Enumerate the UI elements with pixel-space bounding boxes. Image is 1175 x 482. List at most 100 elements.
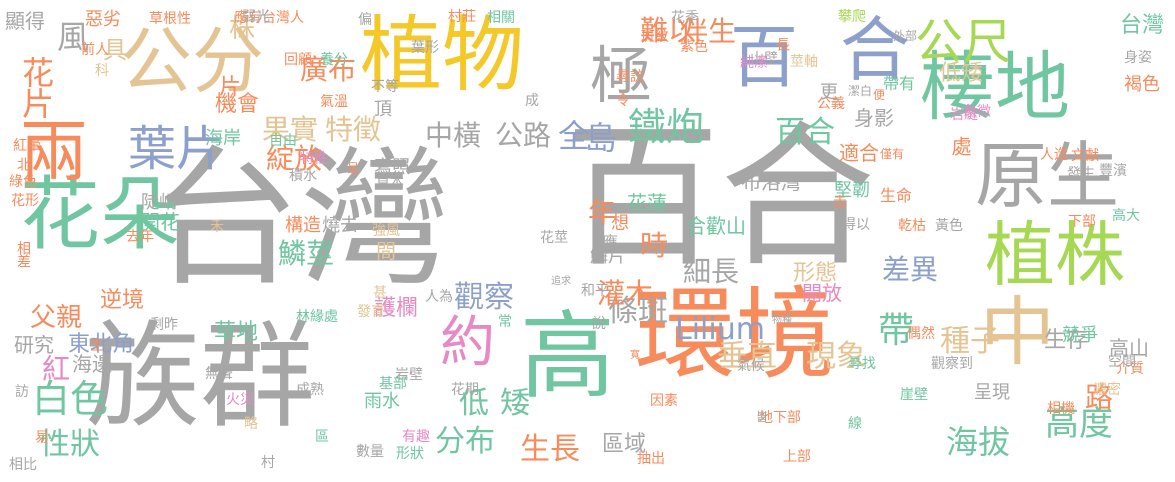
cloud-word: 帶有: [883, 74, 916, 93]
cloud-word: 和平: [581, 283, 609, 299]
cloud-word: 花莖: [540, 230, 568, 246]
cloud-word: 株: [229, 14, 256, 44]
cloud-word: 伴生: [680, 15, 737, 48]
cloud-word: 鐵炮: [628, 105, 705, 149]
cloud-word: 成: [525, 93, 539, 109]
cloud-word: 公尺: [915, 14, 1012, 70]
cloud-word: 路: [1085, 381, 1114, 414]
cloud-word: 年: [588, 196, 617, 229]
cloud-word: 海拔: [946, 423, 1011, 461]
cloud-word: 村莊: [448, 9, 476, 25]
cloud-word: 難以: [640, 14, 697, 47]
cloud-word: 燒去: [322, 215, 358, 236]
cloud-word: 顯得: [5, 9, 45, 33]
cloud-word: 形狀: [396, 446, 424, 462]
cloud-word: 惡劣: [85, 9, 121, 30]
cloud-word: 紅: [38, 354, 71, 381]
cloud-word: 父親: [30, 303, 83, 333]
cloud-word: 植物: [360, 8, 525, 103]
cloud-word: 條斑: [608, 294, 668, 329]
cloud-word: 公路: [495, 119, 552, 152]
cloud-word: 東北角: [68, 332, 135, 357]
cloud-word: 養分: [320, 52, 348, 68]
cloud-word: 豐濱: [1099, 163, 1127, 179]
cloud-word: 地下部: [759, 410, 801, 426]
cloud-word: 莖軸: [790, 54, 818, 70]
cloud-word: 皆: [756, 410, 769, 424]
cloud-word: 花蓮: [627, 191, 667, 215]
cloud-word: 海邊: [72, 352, 112, 376]
cloud-word: 花形: [11, 193, 39, 209]
cloud-word: 純潔: [740, 55, 768, 71]
cloud-word: 身影: [854, 106, 894, 130]
cloud-word: 原生: [975, 134, 1120, 218]
cloud-word: 中: [980, 288, 1056, 376]
cloud-word: 性狀: [40, 427, 100, 462]
cloud-word: 追求: [551, 276, 571, 287]
cloud-word: 令: [616, 93, 630, 109]
cloud-word: 低矮: [939, 61, 984, 86]
cloud-word: 極: [590, 39, 653, 112]
cloud-word: 潔白: [848, 84, 873, 98]
cloud-word: 長: [774, 37, 790, 50]
cloud-word: 草根性: [149, 11, 191, 27]
cloud-word: 競爭: [1062, 325, 1098, 346]
cloud-word: 全: [558, 117, 591, 155]
cloud-word: 公分: [120, 19, 265, 103]
cloud-word: 合歡山: [686, 214, 746, 238]
cloud-word: 斑紋: [641, 29, 669, 45]
cloud-word: 外部: [893, 29, 918, 43]
cloud-word: 偏: [358, 12, 372, 28]
cloud-word: 無聲: [205, 366, 233, 382]
cloud-word: 褐色: [1124, 74, 1160, 95]
cloud-word: 尋找: [848, 356, 876, 372]
cloud-word: 科: [95, 63, 109, 79]
cloud-word: 更: [820, 82, 838, 103]
cloud-word: 灌木: [597, 277, 654, 310]
cloud-word: 介質: [1116, 361, 1144, 377]
cloud-word: 崖壁: [900, 387, 928, 403]
cloud-word: 便: [873, 88, 886, 102]
cloud-word: 花片: [17, 56, 55, 118]
cloud-word: 數量: [356, 444, 384, 460]
cloud-word: 研究: [14, 333, 54, 357]
cloud-word: 寬: [630, 350, 640, 361]
cloud-word: 自由: [269, 133, 297, 149]
cloud-word: 分布: [435, 424, 495, 459]
cloud-word: 合: [840, 9, 910, 91]
cloud-word: 適合: [839, 141, 879, 165]
cloud-word: 說: [592, 316, 606, 332]
cloud-word: 逆境: [100, 288, 145, 313]
cloud-word: 白色: [32, 377, 109, 421]
cloud-word: 黃色: [935, 218, 963, 234]
cloud-word: 呈現: [974, 382, 1010, 403]
cloud-word: 高: [520, 302, 616, 412]
cloud-word: 回顧: [284, 52, 312, 68]
cloud-word: 去年: [126, 229, 154, 245]
cloud-word: 發生: [1067, 166, 1095, 182]
cloud-word: 象徵: [963, 104, 991, 120]
cloud-word: 生: [90, 338, 104, 354]
cloud-word: 觀察到: [931, 356, 973, 372]
cloud-word: 綻放: [266, 142, 323, 175]
cloud-word: 果實: [262, 113, 319, 146]
cloud-word: 矮: [500, 386, 530, 421]
cloud-word: 文獻: [1071, 148, 1099, 164]
cloud-word: 頂: [374, 99, 392, 120]
cloud-word: 約: [440, 310, 496, 374]
cloud-word: 葉形: [411, 40, 439, 56]
cloud-word: 生長: [520, 432, 580, 467]
cloud-word: 相差: [15, 241, 31, 267]
cloud-word: 相關: [487, 10, 515, 26]
cloud-word: 呈: [347, 161, 360, 175]
cloud-word: 上部: [783, 449, 811, 465]
cloud-word: 護欄: [374, 296, 419, 321]
cloud-word: 人為: [425, 289, 453, 305]
cloud-word: 兩: [20, 114, 89, 193]
cloud-word: 弱光: [242, 9, 270, 25]
cloud-word: 不等: [371, 79, 399, 95]
cloud-word: 禾: [210, 219, 224, 235]
cloud-word: 特性: [300, 151, 328, 167]
cloud-word: 高大: [1112, 208, 1140, 224]
cloud-word: 低: [459, 386, 489, 421]
